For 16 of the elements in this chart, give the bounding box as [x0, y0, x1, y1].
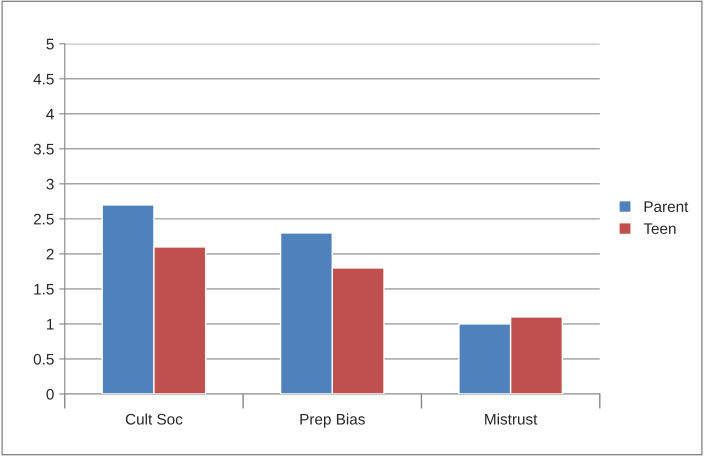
y-tick-label: 3.5 — [34, 144, 54, 155]
y-tick-label: 1.5 — [34, 284, 54, 295]
y-tick-label: 1 — [47, 318, 54, 330]
legend-label: Parent — [644, 201, 688, 212]
x-tick-label: Prep Bias — [300, 413, 365, 428]
y-tick-label: 3 — [46, 178, 54, 190]
y-tick-label: 2.5 — [34, 214, 54, 225]
legend-label: Teen — [644, 223, 676, 234]
y-tick-label: 2 — [46, 248, 54, 260]
y-tick-label: 0 — [46, 388, 54, 400]
x-tick-label: Mistrust — [485, 413, 538, 425]
y-tick-label: 0.5 — [34, 354, 54, 365]
y-tick-label: 4 — [46, 108, 54, 120]
x-tick-label: Cult Soc — [126, 413, 182, 425]
y-tick-label: 4.5 — [33, 74, 54, 84]
y-tick-label: 5 — [46, 38, 54, 50]
